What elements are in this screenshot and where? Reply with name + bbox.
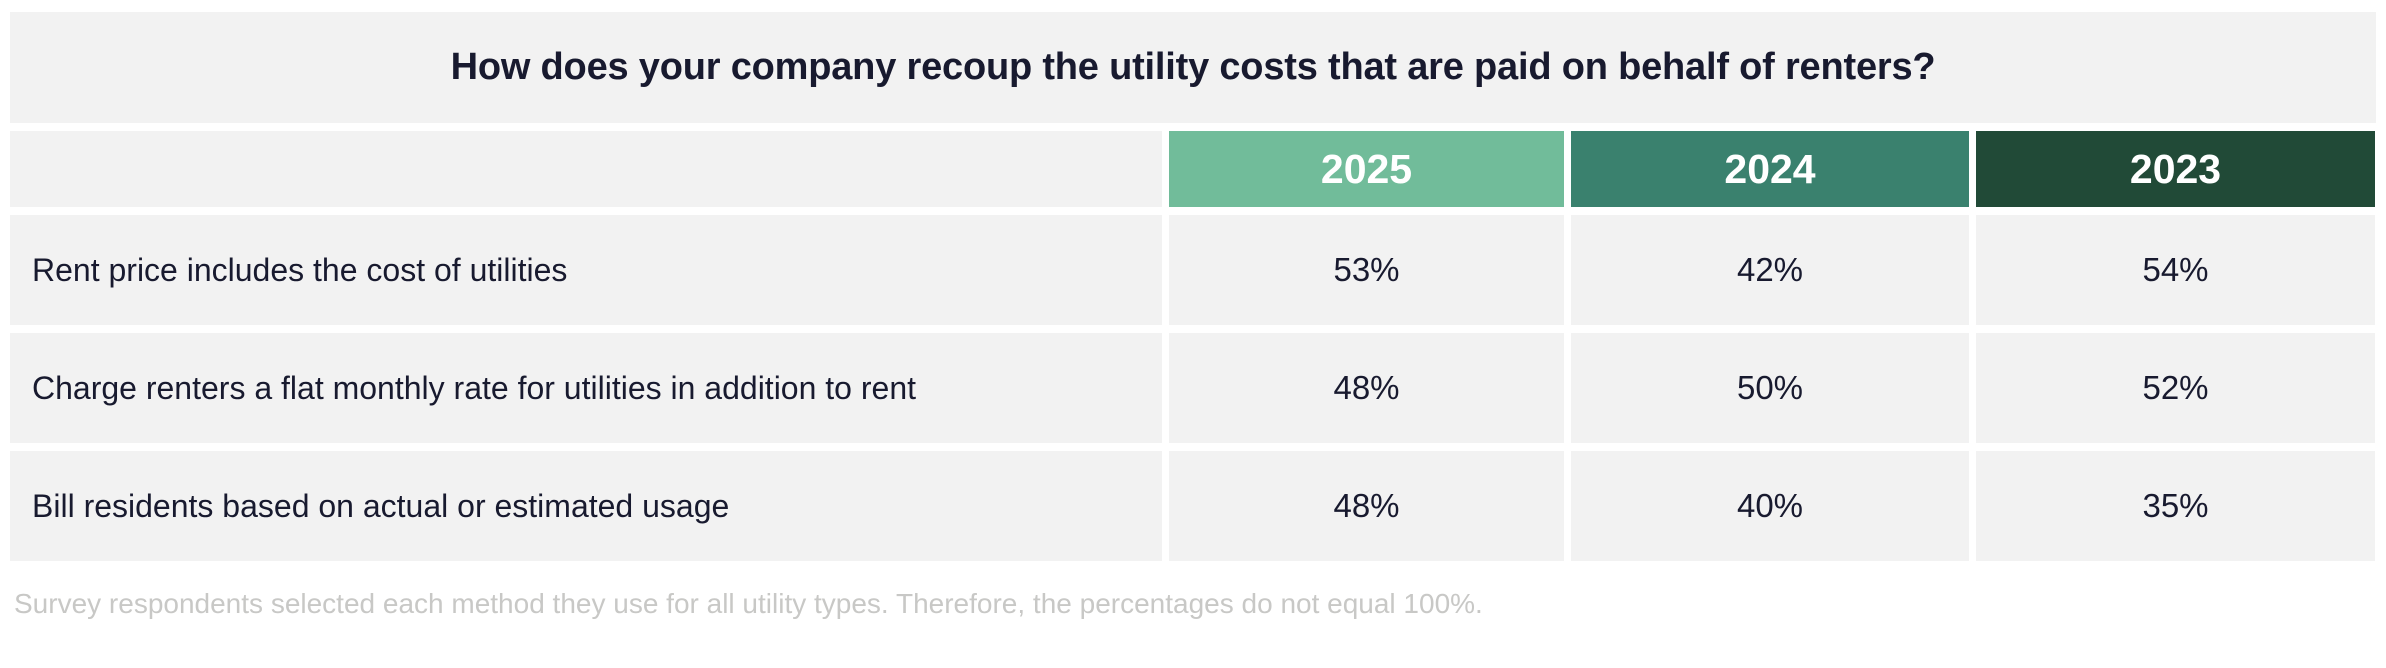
value-row1-2024: 42% bbox=[1571, 215, 1969, 325]
corner-cell bbox=[10, 131, 1162, 207]
utility-cost-table: 2025 2024 2023 Rent price includes the c… bbox=[10, 131, 2376, 561]
table-title: How does your company recoup the utility… bbox=[450, 46, 1936, 88]
value-row2-2025: 48% bbox=[1169, 333, 1564, 443]
table-footnote: Survey respondents selected each method … bbox=[14, 588, 1483, 619]
row-label-rent-includes-utilities: Rent price includes the cost of utilitie… bbox=[10, 215, 1162, 325]
column-header-2025: 2025 bbox=[1169, 131, 1564, 207]
row-label-bill-actual-usage: Bill residents based on actual or estima… bbox=[10, 451, 1162, 561]
value-row2-2023: 52% bbox=[1976, 333, 2375, 443]
column-header-2024: 2024 bbox=[1571, 131, 1969, 207]
value-row2-2024: 50% bbox=[1571, 333, 1969, 443]
row-label-flat-monthly-rate: Charge renters a flat monthly rate for u… bbox=[10, 333, 1162, 443]
value-row3-2023: 35% bbox=[1976, 451, 2375, 561]
column-header-2023: 2023 bbox=[1976, 131, 2375, 207]
value-row3-2024: 40% bbox=[1571, 451, 1969, 561]
value-row1-2023: 54% bbox=[1976, 215, 2375, 325]
value-row3-2025: 48% bbox=[1169, 451, 1564, 561]
value-row1-2025: 53% bbox=[1169, 215, 1564, 325]
table-title-band: How does your company recoup the utility… bbox=[10, 12, 2376, 123]
